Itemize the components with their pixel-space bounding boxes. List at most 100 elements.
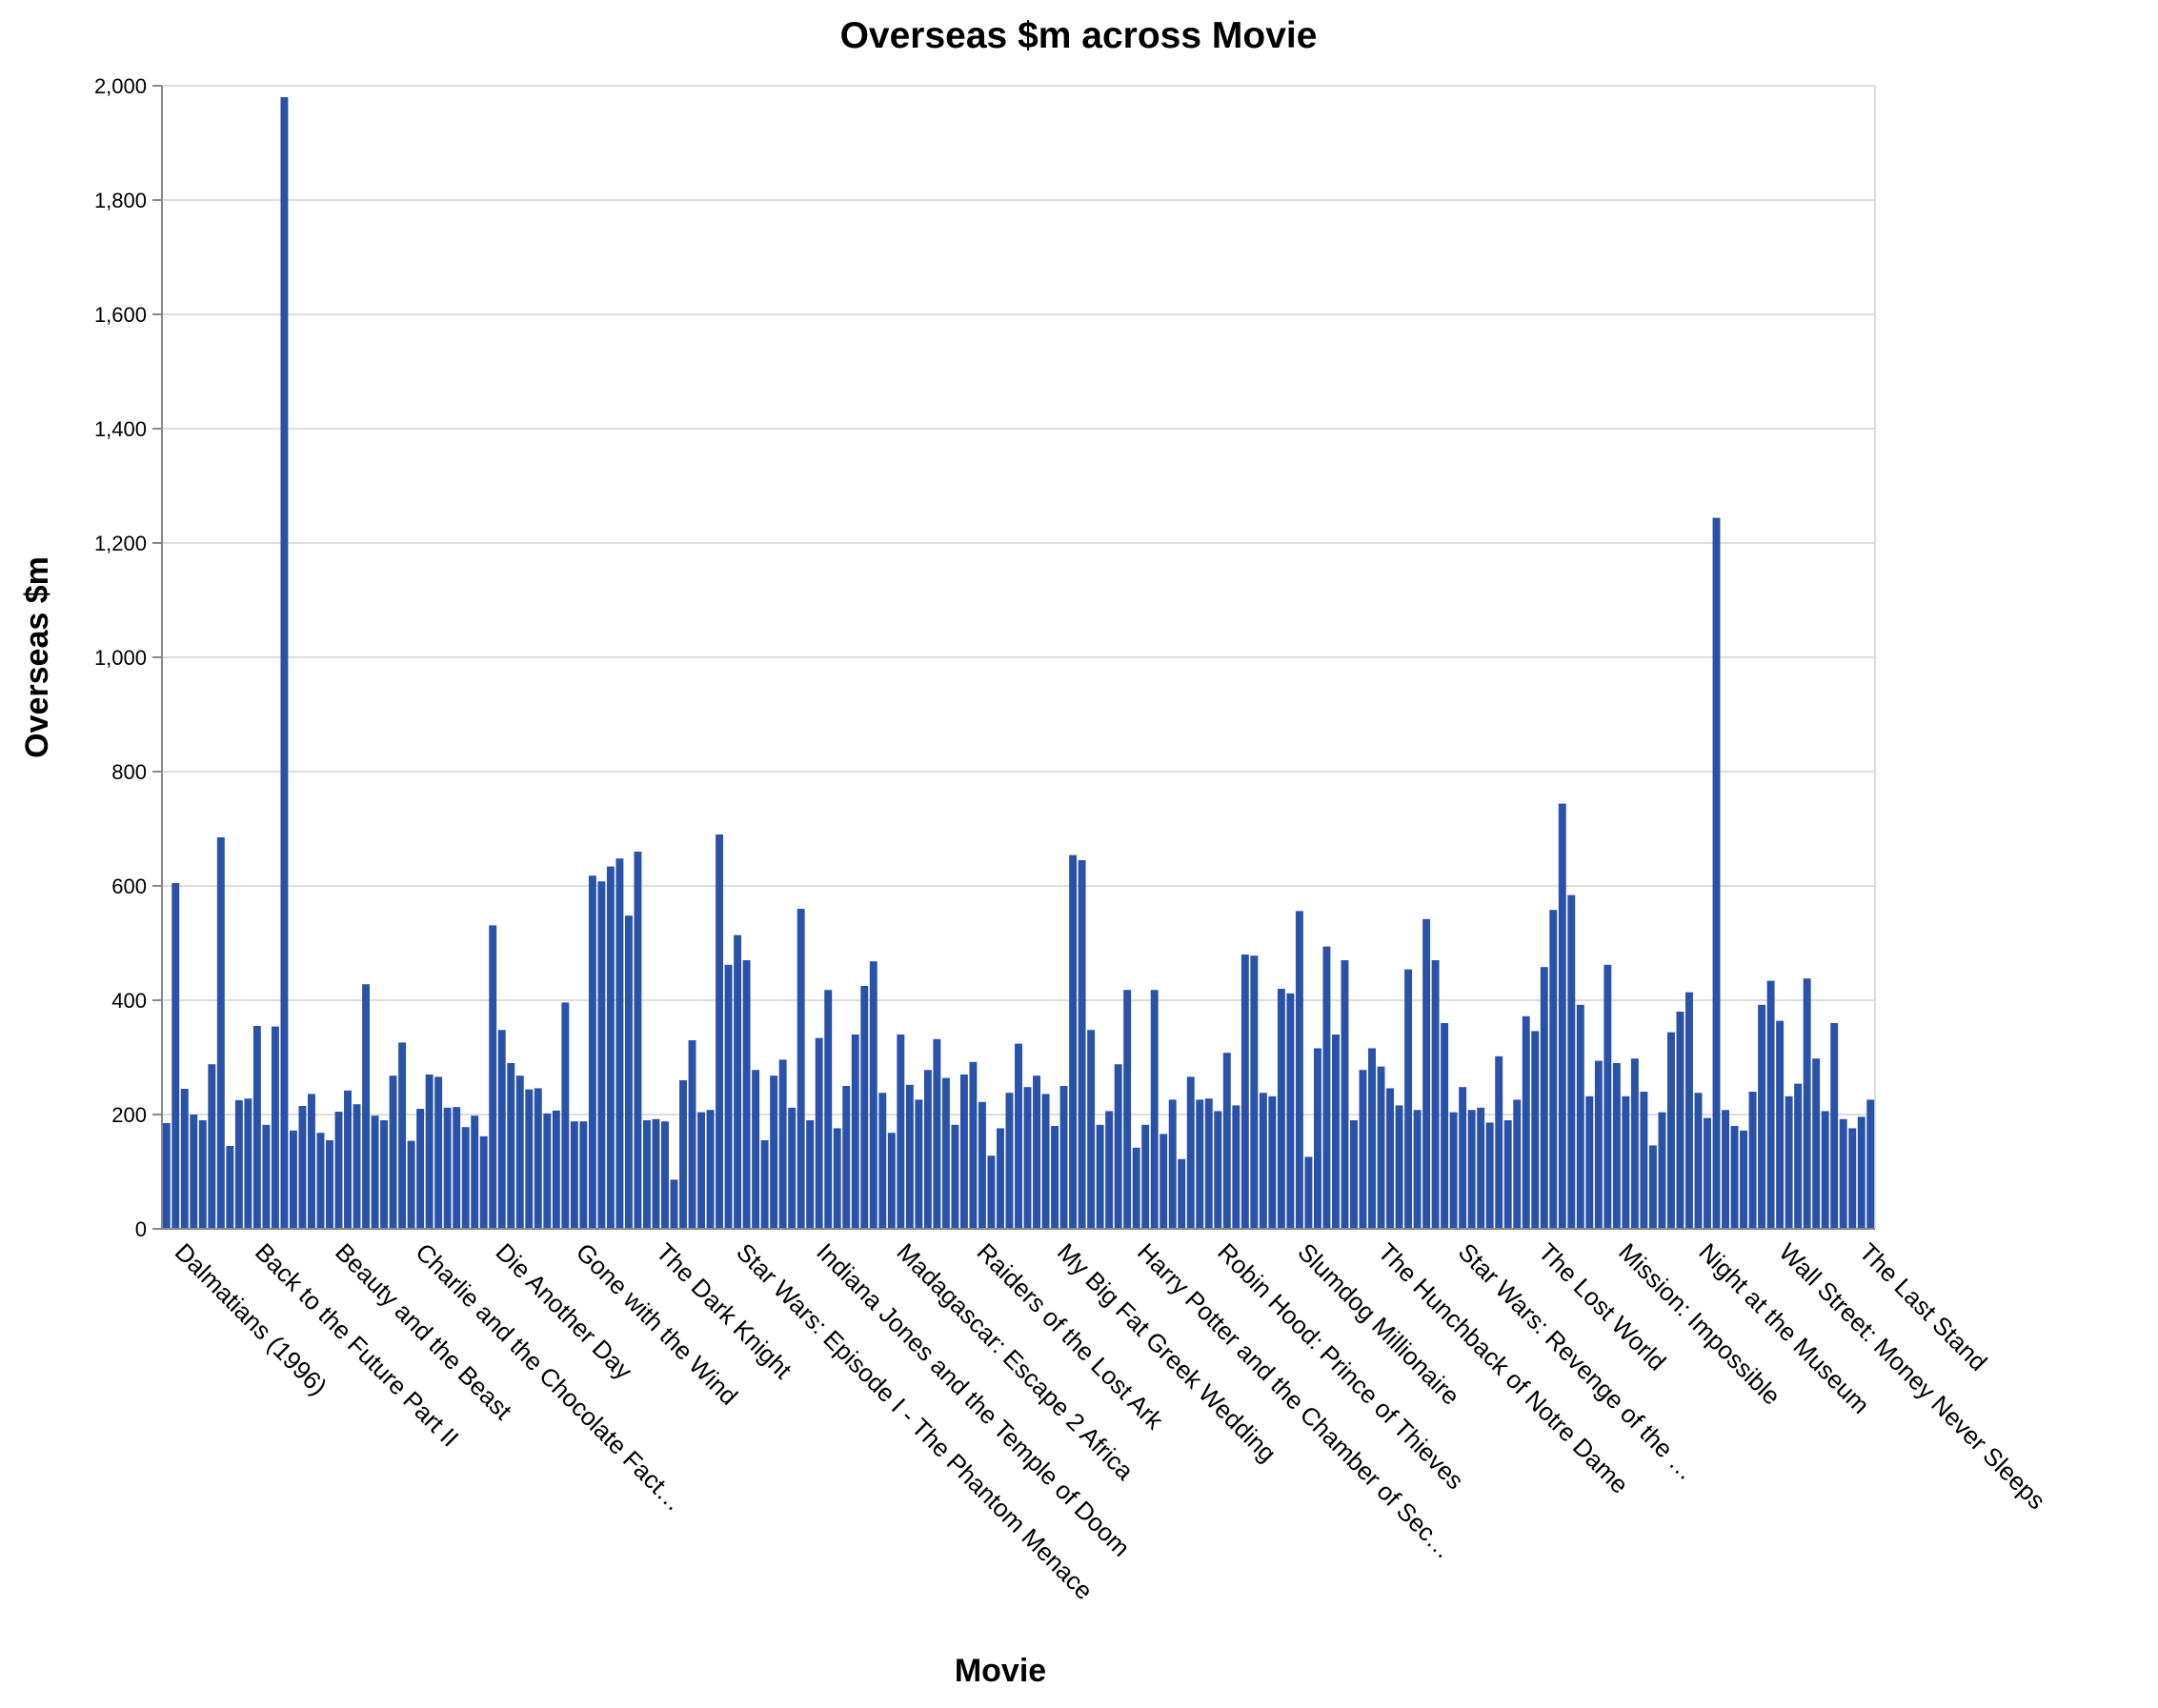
bar bbox=[1603, 964, 1612, 1229]
bar bbox=[1449, 1112, 1458, 1229]
bar bbox=[1168, 1099, 1177, 1229]
bar bbox=[833, 1128, 841, 1229]
x-tick-labels: Dalmatians (1996)Back to the Future Part… bbox=[170, 1237, 2051, 1605]
bar bbox=[552, 1110, 560, 1229]
bar bbox=[570, 1121, 578, 1229]
bar bbox=[334, 1112, 343, 1229]
bar bbox=[1005, 1093, 1014, 1229]
bar bbox=[1794, 1083, 1803, 1229]
bar bbox=[923, 1070, 932, 1229]
bar bbox=[1222, 1053, 1231, 1229]
bar bbox=[1676, 1012, 1684, 1229]
bar bbox=[887, 1133, 896, 1229]
bar bbox=[1722, 1110, 1729, 1229]
bar bbox=[1196, 1099, 1204, 1229]
bar bbox=[190, 1115, 198, 1229]
bar bbox=[579, 1121, 588, 1229]
bar bbox=[362, 984, 371, 1229]
bar bbox=[252, 1026, 261, 1229]
bar bbox=[1839, 1118, 1847, 1229]
bar bbox=[997, 1128, 1004, 1229]
bar bbox=[1766, 980, 1775, 1229]
bar bbox=[1776, 1020, 1785, 1229]
bar bbox=[815, 1037, 823, 1229]
bar bbox=[1368, 1048, 1376, 1229]
bar bbox=[1313, 1048, 1321, 1229]
bar bbox=[262, 1124, 271, 1229]
y-tick-label: 200 bbox=[111, 1103, 147, 1127]
y-tick-label: 1,800 bbox=[94, 189, 147, 212]
bar bbox=[489, 925, 497, 1229]
y-tick-labels: 0 200 400 600 800 1,000 1,200 1,400 1,600 1,800 2,… bbox=[94, 74, 147, 1241]
bar bbox=[1730, 1126, 1739, 1229]
bar bbox=[534, 1088, 542, 1229]
bar bbox=[1178, 1158, 1186, 1229]
bar bbox=[289, 1130, 297, 1229]
bar bbox=[180, 1089, 189, 1229]
bar bbox=[606, 866, 615, 1229]
bar bbox=[216, 837, 225, 1229]
bar bbox=[1377, 1066, 1385, 1229]
bar bbox=[561, 1002, 570, 1229]
x-tick-label: Dalmatians (1996) bbox=[170, 1237, 333, 1400]
bar bbox=[679, 1080, 687, 1229]
bar bbox=[806, 1120, 815, 1229]
bar bbox=[1740, 1130, 1748, 1229]
bar bbox=[1522, 1015, 1530, 1229]
bar bbox=[1694, 1093, 1703, 1229]
bar bbox=[471, 1115, 479, 1229]
bar bbox=[742, 960, 751, 1229]
bar bbox=[1160, 1134, 1168, 1229]
bar bbox=[652, 1118, 660, 1229]
bar bbox=[688, 1040, 696, 1229]
y-axis-title: Overseas $m bbox=[19, 556, 55, 758]
bar bbox=[380, 1120, 389, 1229]
bar bbox=[1567, 894, 1576, 1229]
bar bbox=[1431, 960, 1440, 1229]
bar bbox=[1503, 1120, 1512, 1229]
bar bbox=[171, 883, 180, 1229]
bar bbox=[208, 1064, 216, 1229]
bar bbox=[1023, 1087, 1032, 1229]
bar bbox=[515, 1075, 524, 1229]
bar bbox=[1232, 1105, 1240, 1229]
bar bbox=[461, 1127, 470, 1229]
bar bbox=[1640, 1092, 1648, 1229]
bar bbox=[1622, 1095, 1630, 1229]
bar bbox=[770, 1075, 778, 1229]
bar bbox=[1422, 918, 1431, 1229]
bar bbox=[706, 1110, 715, 1229]
bar bbox=[1087, 1030, 1096, 1229]
bar bbox=[1712, 517, 1721, 1229]
bar bbox=[1332, 1035, 1340, 1229]
bar bbox=[716, 834, 724, 1229]
bar bbox=[1576, 1004, 1584, 1229]
bar bbox=[244, 1098, 252, 1229]
bar bbox=[1467, 1110, 1476, 1229]
bar bbox=[1459, 1087, 1467, 1229]
y-tick-label: 400 bbox=[111, 989, 147, 1013]
bar bbox=[588, 875, 596, 1229]
bar bbox=[1866, 1099, 1875, 1229]
bar bbox=[416, 1109, 425, 1229]
bar bbox=[1785, 1095, 1793, 1229]
bar bbox=[1485, 1122, 1494, 1229]
bar bbox=[1304, 1156, 1313, 1229]
bar bbox=[1666, 1032, 1675, 1229]
y-tick-label: 2,000 bbox=[94, 74, 147, 98]
bar bbox=[1531, 1031, 1540, 1229]
bar bbox=[1549, 910, 1558, 1229]
bar bbox=[298, 1106, 307, 1229]
bar bbox=[1395, 1105, 1403, 1229]
bar bbox=[951, 1124, 959, 1229]
bar bbox=[860, 986, 869, 1229]
bar bbox=[371, 1115, 379, 1229]
bar bbox=[1558, 803, 1566, 1229]
x-tick-label: The Dark Knight bbox=[651, 1237, 798, 1385]
y-tick-label: 600 bbox=[111, 874, 147, 898]
bar bbox=[661, 1121, 669, 1229]
bar bbox=[226, 1146, 234, 1229]
bar bbox=[697, 1112, 705, 1229]
bar bbox=[824, 990, 833, 1229]
